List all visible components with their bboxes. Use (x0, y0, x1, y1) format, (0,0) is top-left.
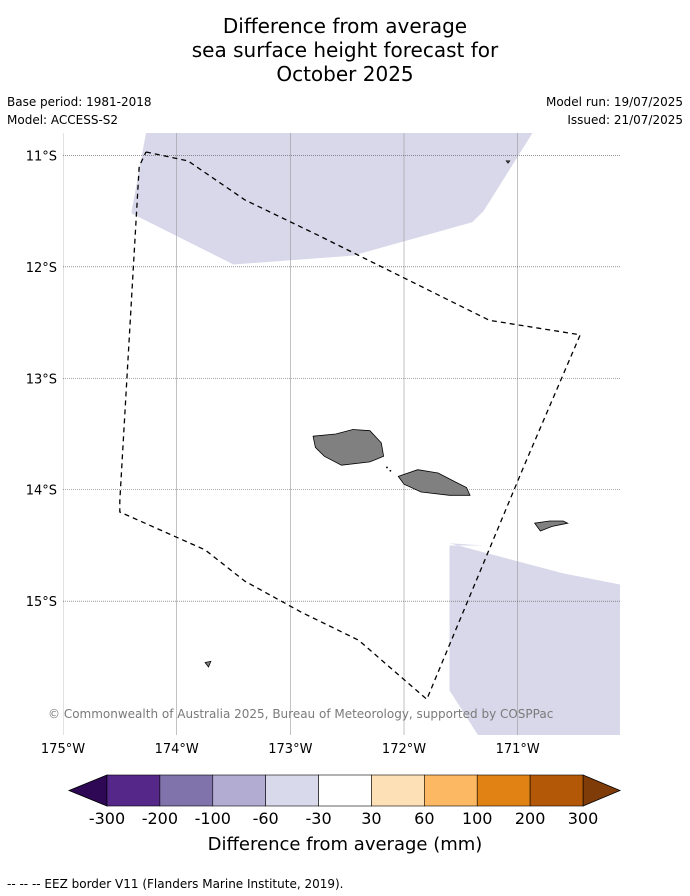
island-upolu (397, 469, 471, 496)
colorbar-segment (529, 774, 584, 807)
issued-text: Issued: 21/07/2025 (567, 113, 683, 127)
lon-tick-label: 171°W (496, 742, 540, 757)
map-panel: © Commonwealth of Australia 2025, Bureau… (26, 133, 620, 757)
colorbar-extend-high (582, 774, 622, 807)
anomaly-region-south (449, 543, 620, 735)
lon-tick-label: 175°W (41, 742, 85, 757)
island-niuafoou (204, 660, 212, 668)
colorbar-segment (424, 774, 478, 807)
colorbar-segment (106, 774, 161, 807)
lon-tick-label: 174°W (155, 742, 199, 757)
lat-tick-label: 12°S (26, 261, 57, 276)
lon-tick-label: 173°W (268, 742, 312, 757)
lat-tick-label: 13°S (26, 372, 57, 387)
metadata-left: Base period: 1981-2018 Model: ACCESS-S2 (7, 95, 152, 131)
colorbar-segment (265, 774, 319, 807)
island-savaii (312, 429, 385, 466)
colorbar-tick-label: -300 (89, 809, 125, 828)
model-run-text: Model run: 19/07/2025 (545, 95, 683, 109)
base-period-text: Base period: 1981-2018 (7, 95, 152, 109)
map-content (63, 133, 620, 735)
colorbar-tick-label: 30 (361, 809, 381, 828)
map-title: Difference from average sea surface heig… (0, 14, 690, 86)
map-figure: © Commonwealth of Australia 2025, Bureau… (26, 133, 622, 855)
colorbar-tick-label: 300 (568, 809, 599, 828)
title-line-1: Difference from average (222, 14, 468, 38)
colorbar-tick-label: -200 (142, 809, 178, 828)
anomaly-region-north (131, 133, 533, 265)
colorbar: -300 -200 -100 -60 -30 30 60 100 200 300 Differenc… (67, 774, 622, 855)
lat-tick-label: 11°S (26, 149, 57, 164)
colorbar-segment (159, 774, 214, 807)
lat-tick-label: 14°S (26, 484, 57, 499)
colorbar-segment (212, 774, 266, 807)
eez-legend-note: -- -- -- EEZ border V11 (Flanders Marine… (7, 877, 344, 891)
model-text: Model: ACCESS-S2 (7, 113, 119, 127)
colorbar-extend-low (67, 774, 108, 807)
colorbar-tick-label: 200 (515, 809, 546, 828)
metadata-right: Model run: 19/07/2025 Issued: 21/07/2025 (546, 95, 683, 131)
islet-marker (386, 466, 388, 469)
colorbar-title: Difference from average (mm) (208, 834, 483, 855)
lat-tick-label: 15°S (26, 595, 57, 610)
colorbar-tick-label: -30 (305, 809, 331, 828)
island-swains (505, 160, 511, 164)
title-line-2: sea surface height forecast for (191, 38, 499, 62)
copyright-credit: © Commonwealth of Australia 2025, Bureau… (48, 707, 553, 721)
colorbar-tick-label: 100 (462, 809, 493, 828)
colorbar-segment (318, 774, 372, 807)
island-tutuila (533, 520, 569, 532)
eez-border (119, 151, 582, 701)
lon-tick-label: 172°W (382, 742, 426, 757)
colorbar-tick-label: -60 (253, 809, 279, 828)
colorbar-segment (476, 774, 531, 807)
colorbar-tick-label: 60 (414, 809, 434, 828)
colorbar-segment (371, 774, 425, 807)
colorbar-tick-label: -100 (195, 809, 231, 828)
islet-marker (389, 469, 392, 472)
title-line-3: October 2025 (276, 62, 414, 86)
